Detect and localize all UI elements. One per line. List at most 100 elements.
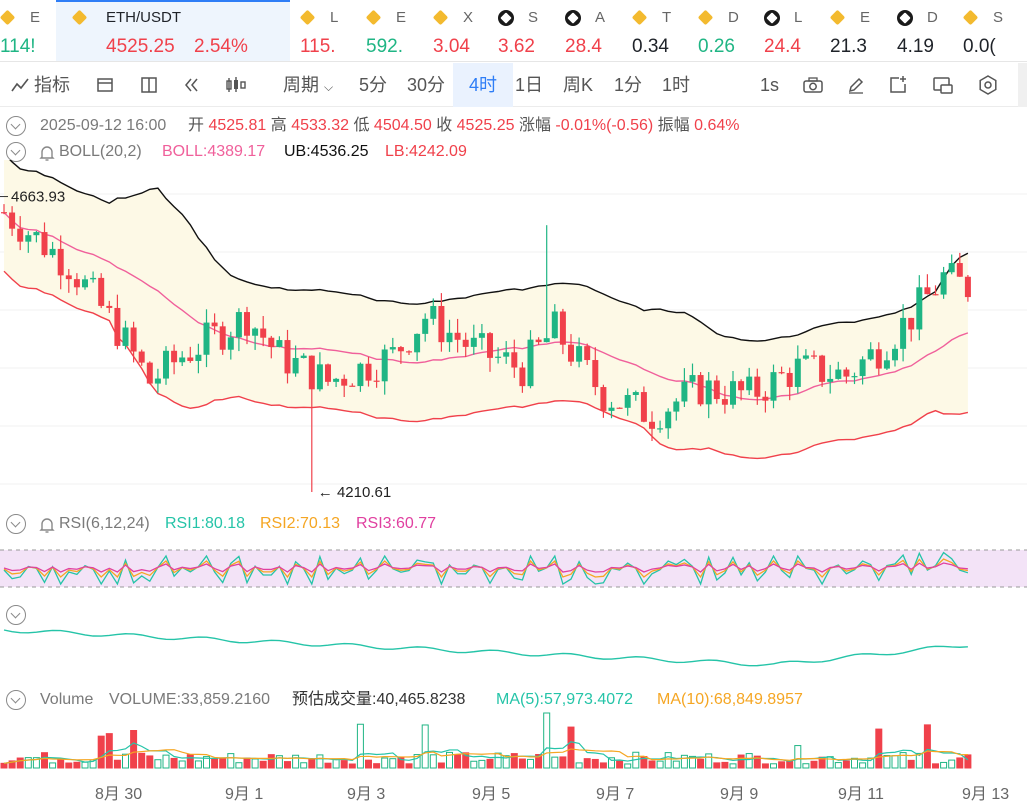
candle-body: [17, 228, 24, 242]
candle-body: [211, 322, 218, 327]
ticker-item-6[interactable]: A 28.4: [565, 0, 629, 61]
ohlc-values: 开 4525.81 高 4533.32 低 4504.50 收 4525.25 …: [188, 114, 739, 138]
candle-body: [624, 394, 631, 408]
candle-body: [219, 326, 226, 350]
volume-bar: [859, 762, 867, 769]
binance-coin-icon: [299, 9, 316, 26]
volume-bar: [324, 762, 332, 769]
candle-body: [640, 392, 647, 422]
interval-tab-2[interactable]: 4时: [453, 63, 513, 107]
volume-bar: [194, 760, 202, 769]
collapse-main-chevron-icon[interactable]: [6, 116, 26, 136]
binance-coin-icon: [829, 9, 846, 26]
add-drawing-icon[interactable]: [888, 75, 908, 95]
ticker-item-8[interactable]: D 0.26: [697, 0, 762, 61]
layout-icon[interactable]: [139, 75, 159, 95]
volume-bar: [478, 759, 486, 769]
candle-body: [883, 360, 890, 369]
ticker-item-9[interactable]: L 24.4: [764, 0, 828, 61]
candle-body: [41, 232, 48, 256]
bell-alert-icon[interactable]: [38, 144, 56, 162]
candle-body: [900, 317, 907, 349]
volume-ma10-line: [3, 748, 968, 764]
volume-bar: [551, 756, 559, 769]
ticker-price: 4.19: [897, 36, 934, 57]
volume-bar: [16, 757, 24, 769]
candle-type-icon[interactable]: [224, 75, 248, 95]
volume-bar: [243, 757, 251, 769]
ticker-name: S: [993, 9, 1004, 26]
template-icon[interactable]: [95, 75, 115, 95]
volume-bar: [316, 754, 324, 769]
ticker-item-12[interactable]: S 0.0(: [962, 0, 1027, 61]
collapse-rsi-chevron-icon[interactable]: [6, 514, 26, 534]
volume-bar: [259, 760, 267, 769]
price-candlestick-chart[interactable]: 4663.93 ← 4210.61: [0, 160, 1027, 512]
candle-body: [673, 401, 680, 412]
ticker-item-10[interactable]: E 21.3: [829, 0, 894, 61]
volume-bar: [8, 760, 16, 769]
interval-tab-1[interactable]: 30分: [407, 75, 446, 95]
volume-bar: [470, 760, 478, 769]
candle-body: [252, 328, 259, 336]
ticker-item-0[interactable]: E 114!: [0, 0, 64, 61]
candle-body: [956, 263, 963, 277]
keyboard-icon[interactable]: [932, 75, 954, 95]
candle-body: [721, 399, 728, 405]
interval-tab-6[interactable]: 1时: [662, 75, 691, 95]
volume-bar: [948, 759, 956, 769]
candle-body: [713, 380, 720, 400]
candle-body: [762, 396, 769, 401]
ticker-item-11[interactable]: D 4.19: [897, 0, 961, 61]
interval-tab-0[interactable]: 5分: [359, 75, 388, 95]
candle-time: 2025-09-12 16:00: [40, 117, 167, 134]
interval-tab-3[interactable]: 1日: [515, 75, 544, 95]
chart-toolbar: 指标 周期 ⌵ 1s 5分 30分 4时 1日 周K 1分 1时: [0, 63, 1027, 107]
ticker-item-7[interactable]: T 0.34: [631, 0, 696, 61]
volume-bar: [251, 758, 259, 769]
coin-icon: [764, 10, 780, 26]
volume-bar: [267, 754, 275, 769]
ohlc-amplitude-label: 振幅: [657, 117, 695, 134]
indicator-icon[interactable]: [10, 75, 30, 95]
ticker-item-3[interactable]: E 592.: [365, 0, 430, 61]
candle-body: [130, 327, 137, 352]
interval-tab-4[interactable]: 周K: [563, 75, 594, 95]
coin-icon: [897, 10, 913, 26]
volume-bar: [599, 762, 607, 769]
candle-body: [9, 212, 16, 229]
indicator3-chart[interactable]: [0, 620, 1027, 686]
interval-tab-5[interactable]: 1分: [614, 75, 643, 95]
ticker-item-4[interactable]: X 3.04: [432, 0, 497, 61]
collapse-volume-chevron-icon[interactable]: [6, 690, 26, 710]
bell-alert-icon[interactable]: [38, 516, 56, 534]
candle-body: [260, 328, 267, 338]
volume-bar: [65, 762, 73, 769]
ticker-item-5[interactable]: S 3.62: [498, 0, 562, 61]
volume-bar: [923, 724, 931, 769]
indicators-button[interactable]: 指标: [34, 75, 70, 95]
volume-estimate: 预估成交量:40,465.8238: [292, 691, 466, 708]
collapse-boll-chevron-icon[interactable]: [6, 142, 26, 162]
draw-pen-icon[interactable]: [846, 75, 866, 95]
active-ticker-tab[interactable]: [56, 0, 290, 61]
settings-gear-icon[interactable]: [978, 75, 998, 95]
ticker-item-2[interactable]: L 115.: [299, 0, 364, 61]
candle-body: [389, 347, 396, 350]
ticker-item-1[interactable]: ETH/USDT 4525.25 2.54%: [71, 0, 302, 61]
replay-icon[interactable]: [182, 75, 202, 95]
ticker-name: L: [330, 9, 339, 26]
volume-bar: [932, 763, 939, 769]
volume-chart[interactable]: [0, 712, 1027, 772]
candle-body: [82, 279, 88, 288]
candle-body: [138, 351, 145, 363]
period-dropdown[interactable]: 周期 ⌵: [283, 63, 333, 107]
ticker-price: 21.3: [830, 36, 867, 57]
candle-body: [657, 428, 664, 430]
camera-icon[interactable]: [802, 75, 824, 95]
volume-bar: [608, 757, 615, 769]
collapse-indicator3-chevron-icon[interactable]: [6, 605, 26, 625]
volume-bar: [454, 753, 462, 769]
rsi-chart[interactable]: [0, 538, 1027, 598]
realtime-1s-button[interactable]: 1s: [760, 75, 780, 95]
